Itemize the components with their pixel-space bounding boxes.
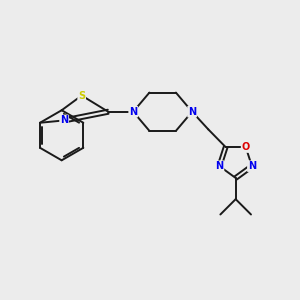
Text: N: N [248, 161, 256, 171]
Text: N: N [188, 107, 196, 117]
Text: N: N [60, 116, 68, 125]
Text: N: N [129, 107, 137, 117]
Text: N: N [215, 161, 223, 171]
Text: S: S [78, 91, 85, 100]
Text: O: O [242, 142, 250, 152]
